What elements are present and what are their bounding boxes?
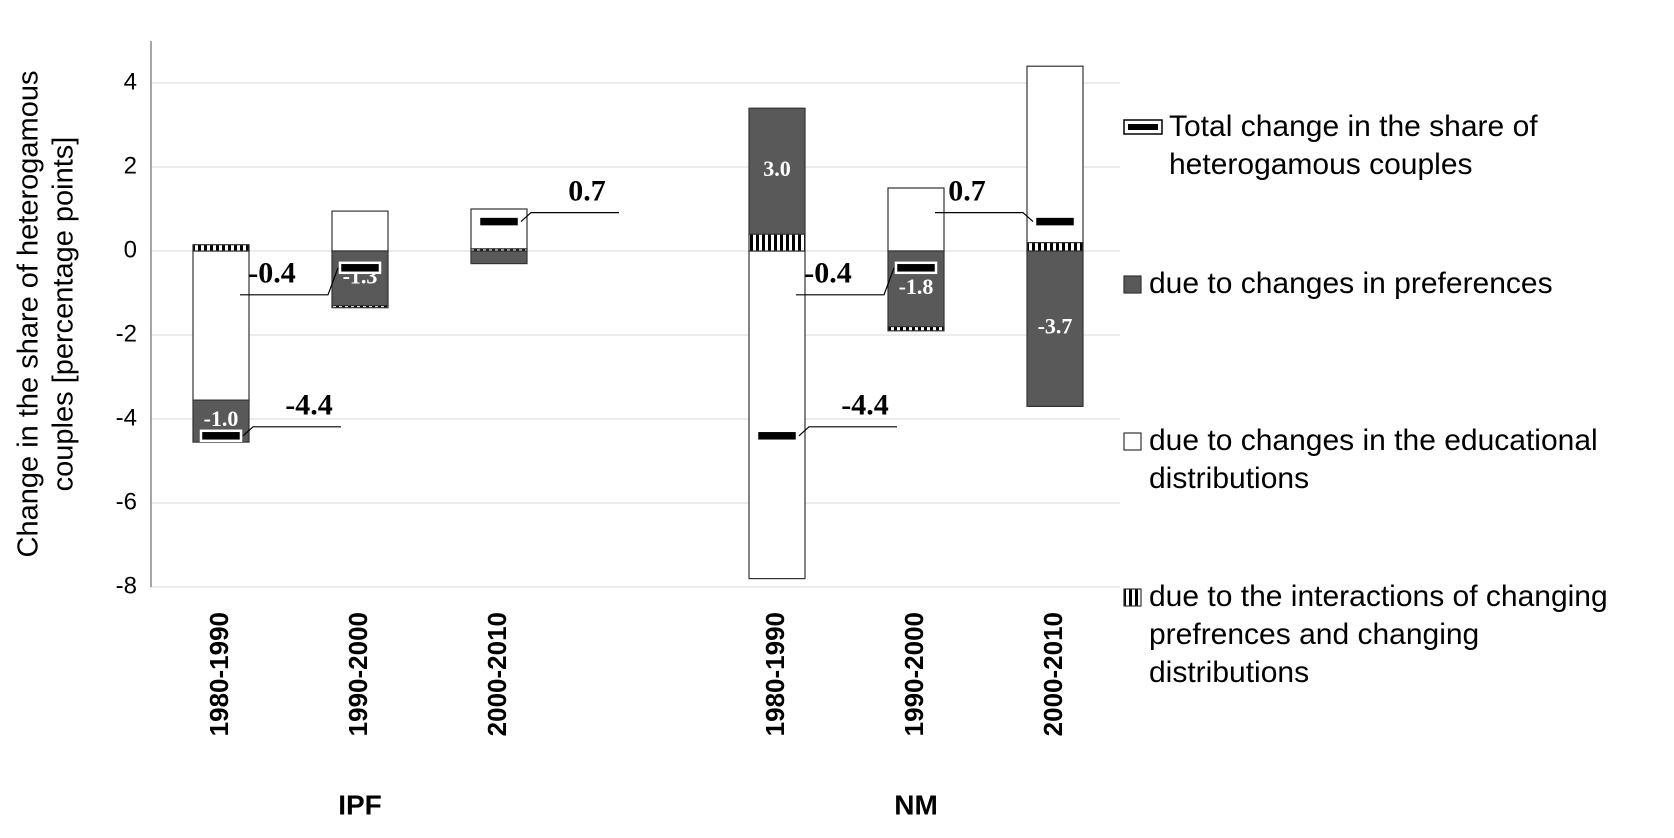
leader-line bbox=[520, 212, 619, 223]
bar-segment bbox=[470, 250, 528, 265]
legend-label: due to changes in the educational distri… bbox=[1149, 424, 1598, 495]
leader-line bbox=[798, 426, 897, 437]
y-tick-label: -6 bbox=[116, 488, 137, 515]
y-tick-label: -8 bbox=[116, 572, 137, 599]
legend-swatch bbox=[1123, 432, 1142, 451]
legend-swatch bbox=[1123, 275, 1142, 294]
total-marker bbox=[894, 261, 938, 275]
bar-segment bbox=[887, 326, 945, 332]
y-axis-title: Change in the share of heterogamous coup… bbox=[13, 71, 80, 558]
group-label: NM bbox=[894, 789, 938, 820]
leader-line bbox=[935, 212, 1034, 223]
y-tick-label: -4 bbox=[116, 404, 137, 431]
legend-item: due to the interactions of changing pref… bbox=[1123, 578, 1668, 692]
bar-segment bbox=[748, 233, 806, 252]
total-label: -4.4 bbox=[841, 389, 889, 422]
bar-segment bbox=[1026, 250, 1084, 407]
leader-line bbox=[240, 267, 339, 296]
leader-line bbox=[242, 426, 341, 437]
total-marker bbox=[755, 429, 799, 443]
legend-item: due to changes in preferences bbox=[1123, 265, 1668, 303]
x-tick-label: 1990-2000 bbox=[343, 612, 373, 736]
value-label: -1.8 bbox=[899, 274, 934, 299]
legend-swatch bbox=[1123, 588, 1142, 607]
bar-segment bbox=[331, 210, 389, 252]
total-label: -0.4 bbox=[804, 257, 852, 290]
x-tick-label: 2000-2010 bbox=[482, 612, 512, 736]
value-label: 3.0 bbox=[763, 156, 791, 181]
y-axis-title-line: Change in the share of heterogamous bbox=[13, 71, 45, 558]
legend-swatch-box bbox=[1123, 275, 1142, 294]
x-tick-label: 1980-1990 bbox=[760, 612, 790, 736]
legend-label: Total change in the share of heterogamou… bbox=[1169, 110, 1538, 181]
total-marker bbox=[1033, 215, 1077, 228]
total-marker bbox=[338, 261, 382, 275]
bar-segment bbox=[192, 244, 250, 252]
value-label: -3.7 bbox=[1038, 314, 1073, 339]
bar-segment bbox=[331, 305, 389, 309]
total-label: 0.7 bbox=[948, 174, 986, 207]
bar-segment bbox=[470, 208, 528, 250]
x-tick-label: 1990-2000 bbox=[899, 612, 929, 736]
legend-item: Total change in the share of heterogamou… bbox=[1123, 108, 1668, 184]
leader-line bbox=[796, 267, 895, 296]
y-tick-label: 2 bbox=[124, 152, 137, 179]
legend-item: due to changes in the educational distri… bbox=[1123, 422, 1668, 498]
bar-segment bbox=[748, 107, 806, 235]
y-tick-label: -2 bbox=[116, 320, 137, 347]
y-tick-label: 4 bbox=[124, 68, 137, 95]
y-axis-title-line: couples [percentage points] bbox=[48, 137, 80, 492]
total-label: 0.7 bbox=[568, 174, 606, 207]
group-label: IPF bbox=[338, 789, 382, 820]
total-label: -4.4 bbox=[285, 389, 333, 422]
legend-swatch-box bbox=[1123, 432, 1142, 451]
legend-swatch bbox=[1123, 119, 1163, 135]
bar-segment bbox=[331, 250, 389, 307]
legend-label: due to changes in preferences bbox=[1149, 267, 1553, 300]
bar-segment bbox=[192, 250, 250, 401]
bar-segment bbox=[1026, 242, 1084, 252]
value-label: -1.0 bbox=[204, 406, 239, 431]
bar-segment bbox=[887, 187, 945, 252]
total-label: -0.4 bbox=[248, 257, 296, 290]
x-tick-label: 1980-1990 bbox=[204, 612, 234, 736]
y-tick-label: 0 bbox=[124, 236, 137, 263]
total-marker bbox=[199, 429, 243, 443]
legend-swatch-box bbox=[1123, 588, 1142, 607]
total-marker bbox=[477, 215, 521, 228]
bar-segment bbox=[470, 248, 528, 252]
legend-label: due to the interactions of changing pref… bbox=[1149, 580, 1608, 689]
bar-segment bbox=[748, 250, 806, 580]
x-tick-label: 2000-2010 bbox=[1038, 612, 1068, 736]
legend-swatch-mark bbox=[1128, 124, 1158, 130]
bar-segment bbox=[1026, 65, 1084, 244]
